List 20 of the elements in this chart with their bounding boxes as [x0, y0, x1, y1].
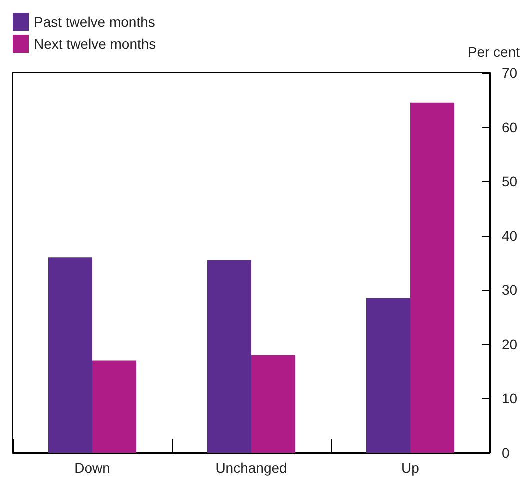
y-tick-label: 50: [502, 174, 518, 190]
y-axis-title: Per cent: [468, 44, 520, 60]
x-tick-label: Up: [402, 460, 420, 476]
bar: [92, 360, 136, 453]
y-tick-label: 70: [502, 65, 518, 81]
y-tick-label: 20: [502, 336, 518, 352]
y-tick-label: 30: [502, 282, 518, 298]
y-tick-label: 40: [502, 228, 518, 244]
x-tick-label: Unchanged: [216, 460, 288, 476]
bar: [48, 258, 92, 453]
y-tick-label: 60: [502, 119, 518, 136]
bar: [410, 102, 454, 453]
legend-label: Past twelve months: [34, 14, 156, 30]
bar: [366, 298, 410, 453]
y-tick-label: 10: [502, 390, 518, 407]
legend-label: Next twelve months: [34, 36, 156, 52]
bar: [208, 260, 252, 453]
bar: [252, 355, 296, 453]
x-tick-label: Down: [74, 460, 110, 476]
y-tick-label: 0: [502, 445, 510, 461]
